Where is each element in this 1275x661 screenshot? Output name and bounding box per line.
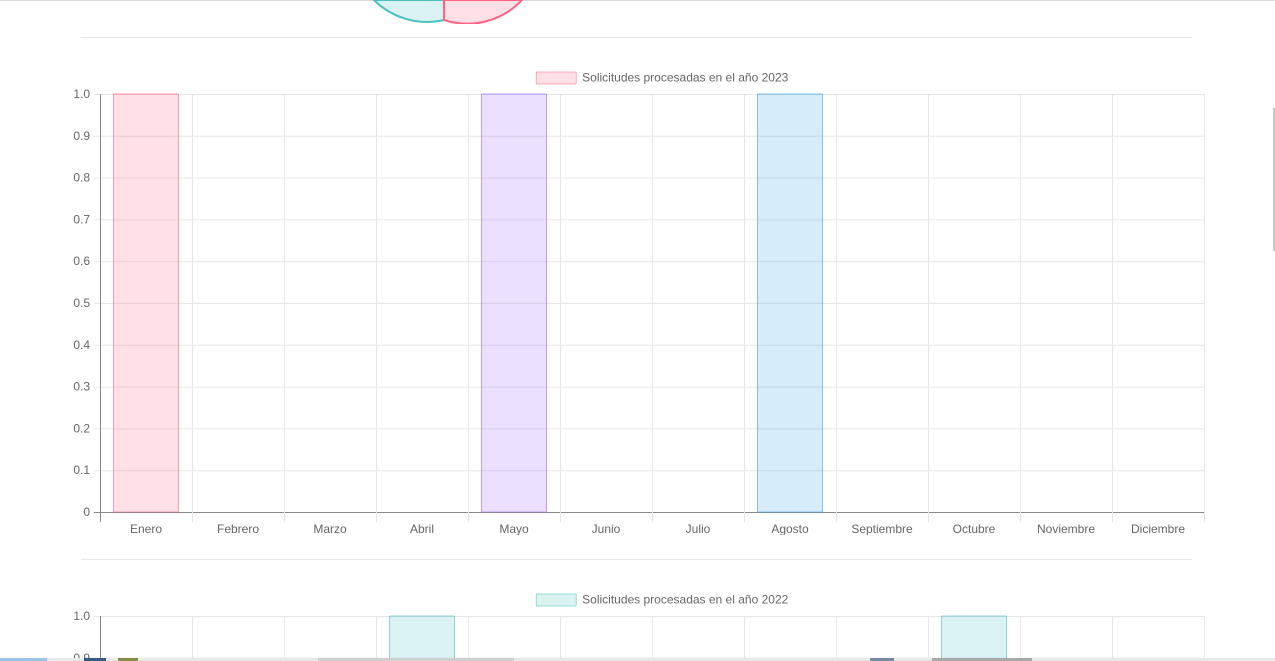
x-tick-label: Julio — [686, 522, 711, 535]
y-tick-label: 0.7 — [73, 212, 90, 226]
section-divider — [81, 559, 1192, 560]
x-tick-label: Abril — [410, 522, 434, 535]
x-tick-label: Octubre — [953, 522, 996, 535]
y-tick-label: 0.9 — [73, 651, 90, 661]
x-tick-label: Diciembre — [1131, 522, 1185, 535]
legend-label: Solicitudes procesadas en el año 2022 — [582, 593, 788, 607]
bar-chart-2022: Solicitudes procesadas en el año 202200.… — [73, 593, 1205, 661]
bar-chart-2023: Solicitudes procesadas en el año 2023 0 0.… — [73, 71, 1205, 535]
taskbar-item[interactable] — [118, 658, 138, 661]
taskbar-item[interactable] — [932, 658, 1032, 661]
taskbar-item[interactable] — [870, 658, 894, 661]
x-tick-label: Marzo — [313, 522, 347, 535]
x-tick-label: Mayo — [499, 522, 529, 535]
x-tick-label: Junio — [592, 522, 621, 535]
y-tick-label: 0.1 — [73, 463, 90, 477]
taskbar-item[interactable] — [0, 658, 47, 661]
scrollbar-thumb[interactable] — [1273, 108, 1275, 251]
page-top-border — [0, 0, 1275, 1]
y-tick-label: 0.4 — [73, 338, 90, 352]
legend-swatch — [535, 593, 577, 607]
pie-chart-partial — [372, 0, 524, 24]
x-tick-label: Agosto — [771, 522, 809, 535]
y-tick-label: 1.0 — [73, 609, 90, 623]
bar — [757, 93, 823, 513]
x-tick-label: Septiembre — [851, 522, 913, 535]
chart-2022: Solicitudes procesadas en el año 202200.… — [0, 582, 1275, 661]
y-tick-label: 0.5 — [73, 296, 90, 310]
x-tick-label: Noviembre — [1037, 522, 1095, 535]
y-tick-label: 0.9 — [73, 129, 90, 143]
y-tick-label: 1.0 — [73, 87, 90, 101]
x-tick-label: Febrero — [217, 522, 259, 535]
bar — [389, 615, 455, 661]
y-tick-label: 0.2 — [73, 421, 90, 435]
taskbar-item[interactable] — [318, 658, 514, 661]
y-tick-label: 0.8 — [73, 171, 90, 185]
taskbar-strip — [0, 658, 1275, 661]
bar — [941, 615, 1007, 661]
pie-slice-teal — [372, 0, 445, 23]
pie-slice-pink — [443, 0, 524, 24]
taskbar-item[interactable] — [84, 658, 106, 661]
chart-2023: Solicitudes procesadas en el año 2023 0 0.… — [0, 60, 1275, 535]
legend-swatch — [535, 71, 577, 85]
section-divider — [81, 37, 1192, 38]
x-tick-label: Enero — [130, 522, 162, 535]
legend-label: Solicitudes procesadas en el año 2023 — [582, 71, 788, 85]
bar — [481, 93, 547, 513]
bar — [113, 93, 179, 513]
y-tick-label: 0.6 — [73, 254, 90, 268]
y-tick-label: 0 — [83, 505, 90, 519]
y-tick-label: 0.3 — [73, 380, 90, 394]
